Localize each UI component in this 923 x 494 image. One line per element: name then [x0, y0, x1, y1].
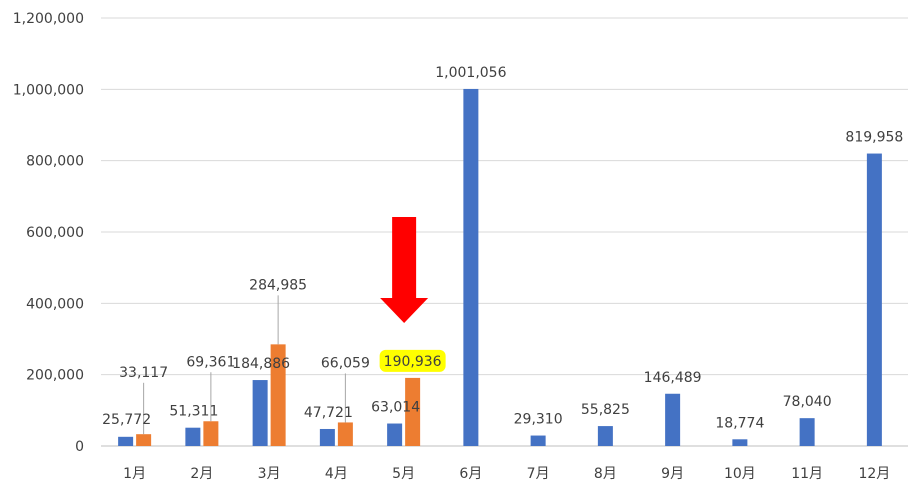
x-tick-label: 9月	[661, 466, 684, 482]
data-label-series2: 66,059	[321, 355, 370, 371]
x-tick-label: 7月	[527, 466, 550, 482]
leader-lines	[143, 295, 346, 435]
data-label-series1: 29,310	[514, 412, 563, 428]
data-label-series1: 47,721	[304, 405, 353, 421]
red-arrow-icon	[380, 217, 429, 323]
bar-series2	[405, 377, 421, 446]
x-tick-label: 5月	[392, 466, 415, 482]
x-tick-label: 4月	[325, 466, 348, 482]
data-label-series2: 33,117	[119, 365, 168, 381]
y-tick-label: 1,200,000	[13, 11, 84, 27]
bar-series1	[597, 426, 613, 446]
bar-series1	[665, 393, 681, 446]
bar-series1	[732, 439, 748, 446]
data-label-series1: 63,014	[371, 400, 420, 416]
bar-series1	[387, 423, 403, 446]
data-label-series1: 146,489	[644, 370, 702, 386]
y-tick-label: 200,000	[26, 368, 84, 384]
x-tick-label: 11月	[791, 466, 823, 482]
y-tick-label: 400,000	[26, 296, 84, 312]
y-axis-ticks: 0 200,000 400,000 600,000 800,000 1,000,000 1,…	[13, 11, 84, 455]
data-label-series1: 184,886	[232, 356, 290, 372]
grid-lines	[101, 17, 908, 447]
bar-series1	[866, 153, 882, 446]
label-highlight	[379, 349, 446, 372]
bar-series2	[203, 421, 219, 446]
x-tick-label: 8月	[594, 466, 617, 482]
bar-series1	[530, 435, 546, 446]
data-label-series1: 18,774	[715, 415, 764, 431]
data-label-series1: 51,311	[169, 404, 218, 420]
x-tick-label: 3月	[258, 466, 281, 482]
x-tick-label: 2月	[190, 466, 213, 482]
data-label-series1: 78,040	[783, 394, 832, 410]
bar-series1	[252, 380, 268, 446]
bar-series1	[185, 427, 201, 446]
annotation	[380, 217, 429, 323]
data-label-series2: 190,936	[384, 354, 442, 370]
x-axis-ticks: 1月 2月 3月 4月 5月 6月 7月 8月 9月 10月 11月 12月	[123, 466, 890, 482]
bar-series1	[799, 418, 815, 446]
data-label-series1: 1,001,056	[435, 65, 506, 81]
bar-series1	[463, 88, 479, 446]
x-tick-label: 10月	[724, 466, 756, 482]
bar-series2	[136, 434, 152, 446]
data-label-series2: 69,361	[186, 354, 235, 370]
x-tick-label: 12月	[858, 466, 890, 482]
data-label-series1: 819,958	[845, 130, 903, 146]
bar-series2	[270, 344, 286, 446]
bars	[118, 88, 882, 446]
x-tick-label: 6月	[459, 466, 482, 482]
data-label-series1: 25,772	[102, 412, 151, 428]
y-tick-label: 0	[75, 439, 84, 455]
y-tick-label: 1,000,000	[13, 82, 84, 98]
y-tick-label: 600,000	[26, 225, 84, 241]
x-tick-label: 1月	[123, 466, 146, 482]
y-tick-label: 800,000	[26, 154, 84, 170]
bar-series2	[337, 422, 353, 446]
bar-series1	[118, 436, 134, 446]
bar-series1	[319, 428, 335, 446]
data-label-series2: 284,985	[249, 277, 307, 293]
label-highlights	[379, 349, 446, 372]
data-label-series1: 55,825	[581, 402, 630, 418]
